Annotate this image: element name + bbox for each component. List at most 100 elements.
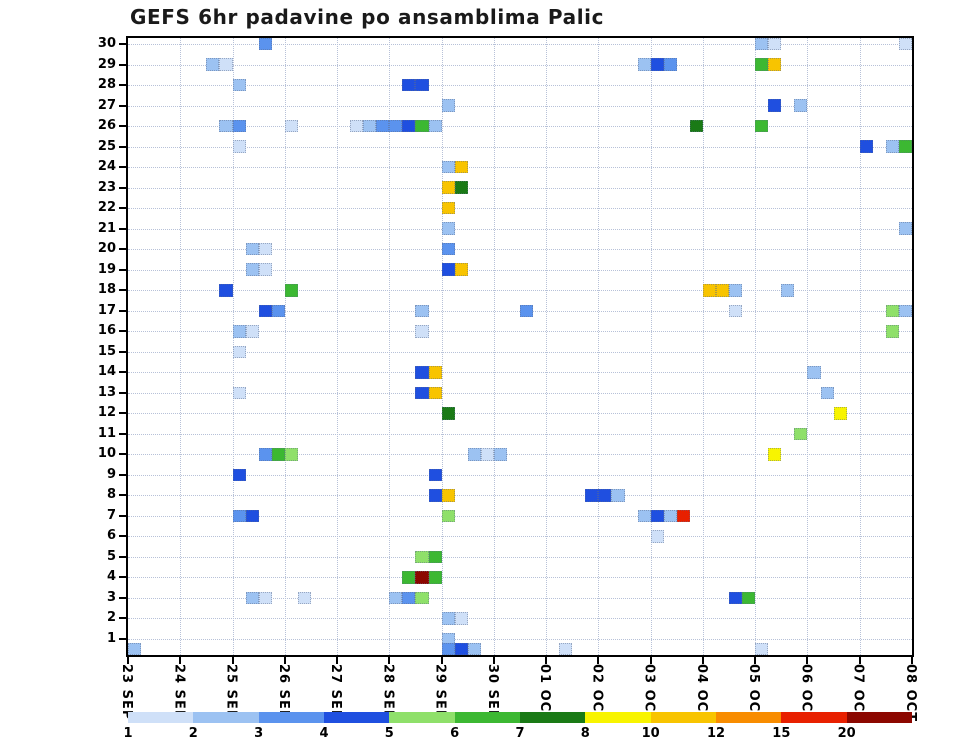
heatmap-cell — [441, 642, 455, 655]
heatmap-cell — [885, 304, 899, 318]
gridline-horizontal — [128, 249, 912, 251]
y-tick — [119, 514, 126, 517]
y-tick — [119, 391, 126, 394]
heatmap-cell — [232, 386, 246, 400]
heatmap-cell — [219, 119, 233, 133]
heatmap-cell — [258, 448, 272, 461]
heatmap-cell — [219, 284, 233, 297]
y-tick-label: 25 — [97, 138, 116, 154]
heatmap-cell — [389, 591, 403, 605]
heatmap-cell — [454, 160, 468, 174]
x-tick — [440, 657, 443, 664]
heatmap-cell — [297, 591, 311, 605]
y-tick-label: 2 — [106, 610, 116, 626]
heatmap-cell — [885, 140, 899, 153]
legend-segment — [323, 712, 390, 723]
heatmap-cell — [441, 242, 455, 256]
heatmap-cell — [128, 642, 142, 655]
heatmap-cell — [232, 119, 246, 133]
heatmap-cell — [415, 119, 429, 133]
heatmap-cell — [650, 509, 664, 523]
heatmap-cell — [363, 119, 377, 133]
heatmap-cell — [729, 591, 743, 605]
legend-segment — [650, 712, 716, 723]
y-tick — [119, 596, 126, 599]
color-legend — [128, 712, 912, 723]
heatmap-cell — [415, 304, 429, 318]
gridline-horizontal — [128, 495, 912, 497]
heatmap-cell — [402, 591, 416, 605]
gridline-horizontal — [128, 126, 912, 128]
legend-label: 15 — [772, 726, 791, 741]
y-tick-label: 24 — [97, 159, 116, 175]
x-tick-label: 03 OCT — [641, 664, 657, 723]
heatmap-cell — [768, 99, 782, 112]
heatmap-cell — [245, 263, 259, 276]
x-tick — [597, 657, 600, 664]
y-tick-label: 4 — [106, 569, 116, 585]
heatmap-cell — [454, 642, 468, 655]
heatmap-cell — [898, 140, 912, 153]
heatmap-cell — [441, 201, 455, 215]
heatmap-cell — [585, 489, 599, 502]
heatmap-cell — [376, 119, 390, 133]
gridline-vertical — [493, 38, 495, 655]
x-tick — [701, 657, 704, 664]
heatmap-cell — [402, 78, 416, 92]
heatmap-cell — [402, 571, 416, 584]
gridline-horizontal — [128, 639, 912, 640]
y-tick-label: 9 — [106, 466, 116, 482]
legend-segment — [715, 712, 782, 723]
legend-segment — [389, 712, 455, 723]
y-tick — [119, 104, 126, 107]
x-tick-label: 27 SEP — [328, 664, 344, 721]
heatmap-cell — [441, 489, 455, 502]
heatmap-cell — [232, 509, 246, 523]
heatmap-cell — [415, 550, 429, 564]
heatmap-cell — [232, 468, 246, 482]
heatmap-cell — [415, 78, 429, 92]
heatmap-cell — [271, 448, 285, 461]
heatmap-cell — [258, 242, 272, 256]
legend-segment — [585, 712, 651, 723]
gridline-vertical — [546, 38, 548, 655]
heatmap-cell — [755, 38, 769, 51]
heatmap-cell — [415, 325, 429, 338]
x-tick-label: 24 SEP — [171, 664, 187, 721]
heatmap-cell — [441, 509, 455, 523]
legend-label: 8 — [580, 726, 590, 741]
heatmap-cell — [441, 407, 455, 420]
x-tick-label: 30 SEP — [484, 664, 500, 721]
gridline-horizontal — [128, 290, 912, 292]
x-tick-label: 29 SEP — [432, 664, 448, 721]
heatmap-cell — [598, 489, 612, 502]
legend-label: 1 — [123, 726, 133, 741]
gridline-vertical — [337, 38, 339, 655]
heatmap-cell — [820, 386, 834, 400]
y-tick-label: 17 — [97, 302, 116, 318]
gridline-horizontal — [128, 454, 912, 456]
y-tick — [119, 166, 126, 169]
x-tick — [545, 657, 548, 664]
heatmap-cell — [428, 550, 442, 564]
heatmap-cell — [428, 468, 442, 482]
gridline-vertical — [598, 38, 600, 655]
x-tick — [754, 657, 757, 664]
legend-label: 20 — [837, 726, 856, 741]
gridline-horizontal — [128, 269, 912, 271]
y-tick — [119, 227, 126, 230]
y-tick — [119, 576, 126, 579]
x-tick-label: 06 OCT — [798, 664, 814, 723]
gridline-horizontal — [128, 351, 912, 353]
heatmap-cell — [467, 448, 481, 461]
heatmap-cell — [663, 58, 677, 71]
heatmap-cell — [768, 448, 782, 461]
x-tick-label: 05 OCT — [746, 664, 762, 723]
gridline-horizontal — [128, 146, 912, 148]
x-tick — [179, 657, 182, 664]
x-tick-label: 25 SEP — [223, 664, 239, 721]
y-tick-label: 8 — [106, 487, 116, 503]
gridline-horizontal — [128, 597, 912, 599]
legend-label: 6 — [450, 726, 460, 741]
y-tick-label: 14 — [97, 364, 116, 380]
